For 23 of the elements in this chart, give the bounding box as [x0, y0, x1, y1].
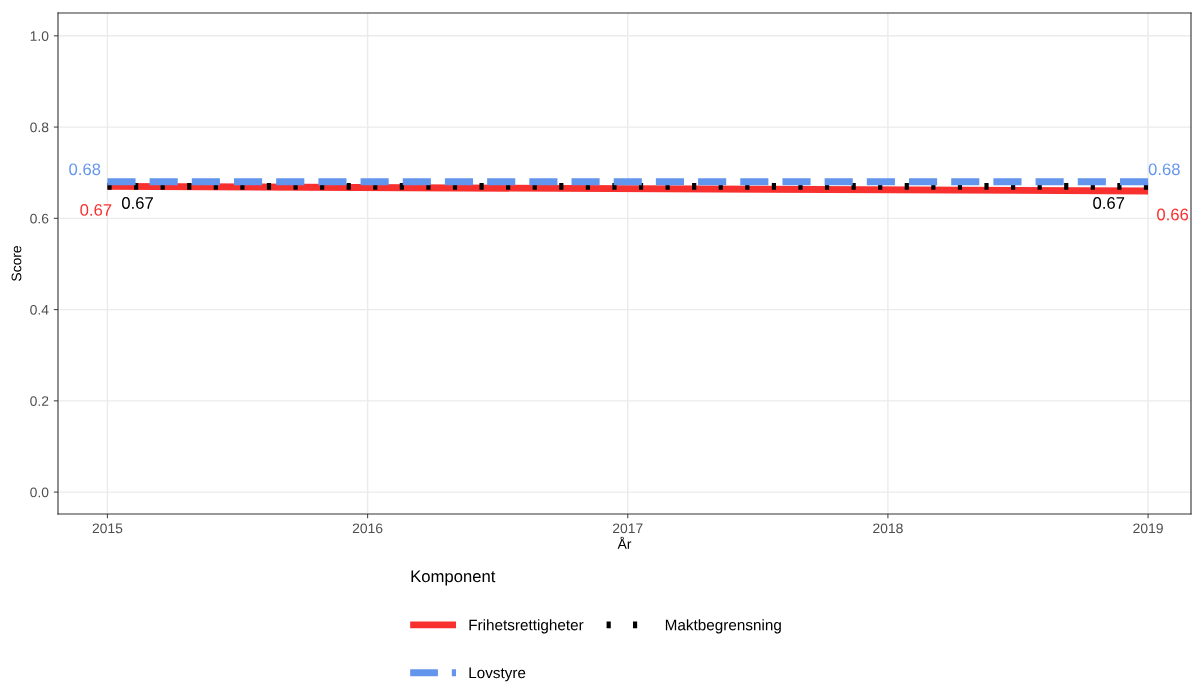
y-tick-label: 0.6: [30, 213, 49, 224]
data-label: 0.67: [121, 197, 153, 209]
y-tick-label: 0.8: [30, 122, 49, 133]
data-label: 0.67: [80, 204, 112, 216]
y-tick-label: 0.4: [30, 304, 49, 315]
data-label: 0.68: [1148, 163, 1180, 176]
legend-label: Lovstyre: [469, 667, 526, 682]
legend-label: Frihetsrettigheter: [469, 619, 584, 634]
y-tick-label: 1.0: [30, 31, 49, 41]
legend-label: Maktbegrensning: [665, 619, 781, 634]
y-axis-title: Score: [11, 245, 22, 282]
x-tick-label: 2015: [92, 523, 123, 534]
legend-title: Komponent: [411, 570, 496, 586]
x-tick-label: 2018: [873, 523, 903, 534]
x-tick-label: 2019: [1133, 523, 1163, 534]
x-tick-label: 2017: [613, 523, 643, 534]
data-label: 0.67: [1093, 197, 1125, 209]
y-tick-label: 0.0: [30, 487, 49, 498]
data-label: 0.68: [69, 163, 101, 176]
data-label: 0.66: [1157, 208, 1189, 221]
x-tick-label: 2016: [352, 523, 383, 534]
x-axis-title: År: [617, 536, 632, 549]
y-tick-label: 0.2: [30, 396, 49, 407]
